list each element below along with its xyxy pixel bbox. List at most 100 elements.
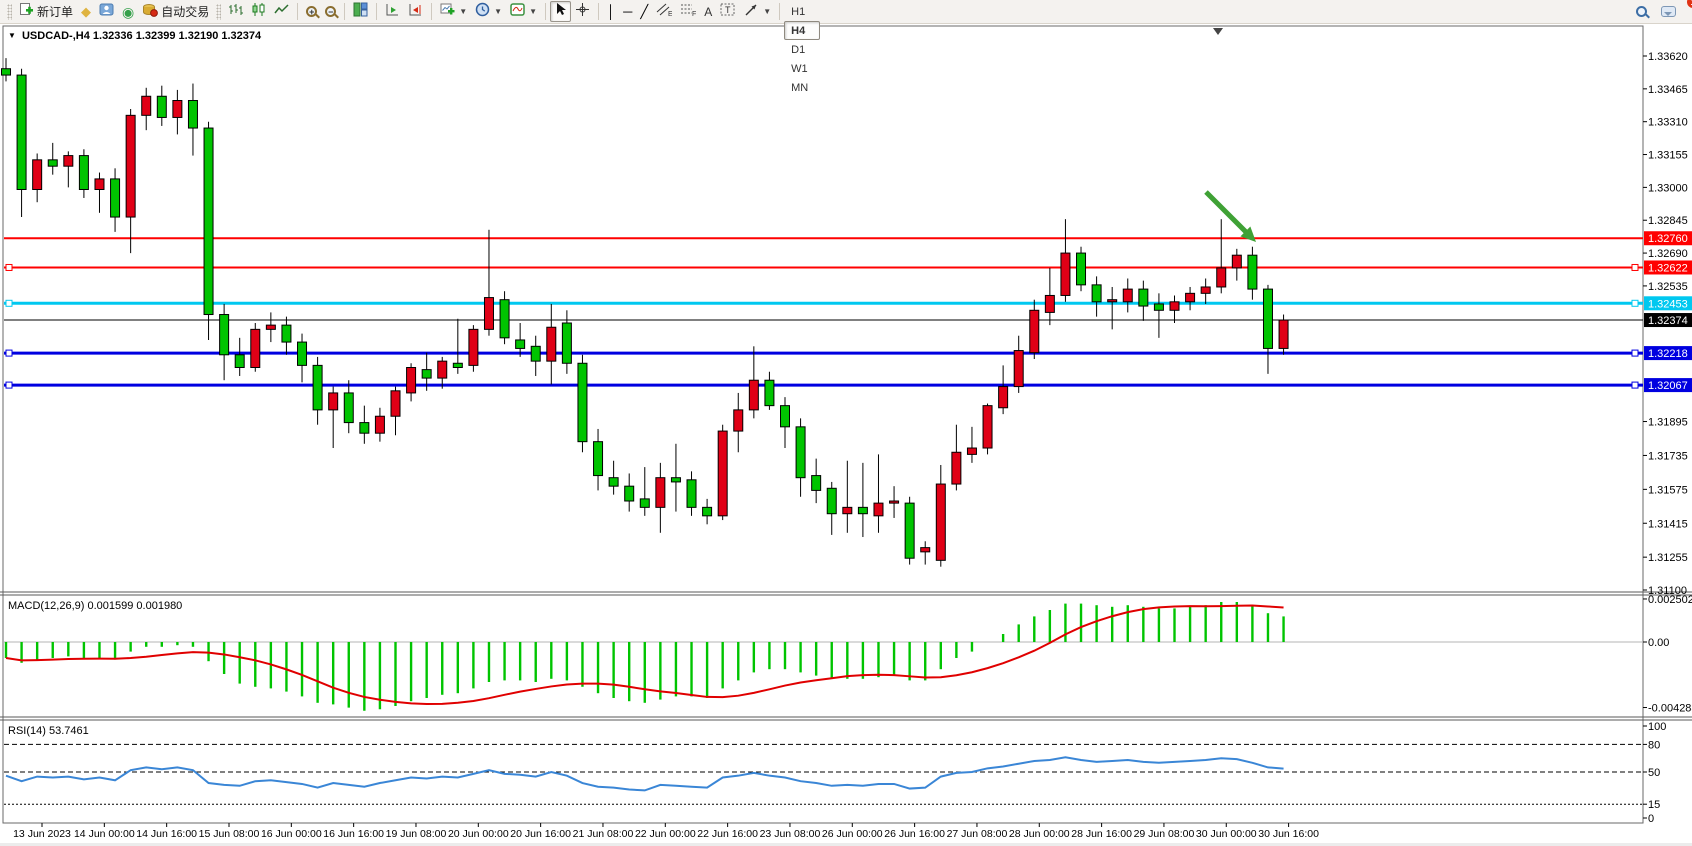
svg-text:16 Jun 00:00: 16 Jun 00:00 [261,828,322,840]
chart-canvas[interactable]: 1.33620 1.33465 1.33310 1.33155 1.33000 1.328… [0,24,1692,846]
svg-text:1.33310: 1.33310 [1648,117,1688,129]
svg-text:1.32218: 1.32218 [1648,348,1688,360]
bar-chart-mode-button[interactable] [224,1,247,22]
svg-text:0.00: 0.00 [1648,637,1669,649]
vertical-line-icon: │ [607,4,616,19]
svg-text:26 Jun 00:00: 26 Jun 00:00 [822,828,883,840]
zoom-in-button[interactable]: + [302,1,321,22]
time-axis[interactable]: 13 Jun 2023 14 Jun 00:00 14 Jun 16:00 15 Ju… [13,823,1319,840]
candlestick-icon [251,2,266,22]
chart-symbol-period: USDCAD-,H4 [21,30,90,42]
arrow-annotation[interactable] [1204,190,1256,242]
vertical-line-tool-button[interactable]: │ [603,1,619,22]
svg-text:100: 100 [1648,721,1666,733]
svg-text:15 Jun 08:00: 15 Jun 08:00 [199,828,260,840]
hline-1.32067[interactable]: 1.32067 [4,378,1692,393]
indicators-icon [510,2,525,22]
timeframe-D1[interactable]: D1 [791,43,806,56]
profiles-button[interactable]: ▼ [471,1,506,22]
hline-1.32622[interactable]: 1.32622 [4,260,1692,275]
svg-text:1.31255: 1.31255 [1648,552,1688,564]
new-chart-button[interactable]: ▼ [436,1,471,22]
notification-badge: 1 [1687,0,1692,8]
horizontal-line-icon: ─ [623,4,633,19]
text-label-tool-button[interactable]: T [716,1,740,22]
line-chart-icon [274,2,289,22]
signal-button[interactable]: ◉ [118,1,138,22]
macd-values: 0.001599 0.001980 [87,600,183,612]
channel-tool-button[interactable]: E [652,1,676,22]
timeframe-W1[interactable]: W1 [791,62,808,75]
autotrading-button[interactable]: 自动交易 [138,1,213,22]
svg-text:21 Jun 08:00: 21 Jun 08:00 [573,828,634,840]
new-order-icon [19,2,34,22]
svg-text:22 Jun 16:00: 22 Jun 16:00 [697,828,758,840]
price-axis[interactable]: 1.33620 1.33465 1.33310 1.33155 1.33000 1.328… [1643,51,1688,597]
hline-1.32760[interactable]: 1.32760 [4,231,1692,246]
chart-shift-button[interactable] [404,1,427,22]
toolbar-separator [779,3,781,20]
arrows-tool-button[interactable]: ▼ [740,1,775,22]
svg-text:14 Jun 16:00: 14 Jun 16:00 [136,828,197,840]
hline-1.32218[interactable]: 1.32218 [4,346,1692,361]
cursor-tool-button[interactable] [550,1,572,22]
hline-1.32453[interactable]: 1.32453 [4,296,1692,311]
chat-icon [1661,6,1676,17]
svg-text:26 Jun 16:00: 26 Jun 16:00 [884,828,945,840]
community-button[interactable] [95,1,118,22]
toolbar-grip[interactable] [216,3,222,20]
text-tool-button[interactable]: A [700,1,716,22]
fibonacci-icon: F [680,2,696,22]
candlestick-mode-button[interactable] [247,1,270,22]
hline-1.32374[interactable]: 1.32374 [4,313,1692,328]
svg-text:F: F [692,11,696,17]
chart-title: ▼ USDCAD-,H4 1.32336 1.32399 1.32190 1.3… [8,30,261,42]
zoom-out-button[interactable]: − [321,1,340,22]
search-icon [1636,6,1647,17]
fibonacci-tool-button[interactable]: F [676,1,700,22]
rsi-panel[interactable]: 100 80 50 15 0 [4,721,1666,825]
crosshair-tool-button[interactable] [571,1,594,22]
svg-text:14 Jun 00:00: 14 Jun 00:00 [74,828,135,840]
auto-scroll-button[interactable] [381,1,404,22]
svg-text:-0.004283: -0.004283 [1648,703,1692,715]
profiles-clock-icon [475,2,490,22]
toolbar-right-group: 1 [1632,0,1692,22]
search-button[interactable] [1632,1,1651,22]
new-order-button[interactable]: 新订单 [15,1,77,22]
trendline-tool-button[interactable]: ╱ [636,1,652,22]
indicators-button[interactable]: ▼ [506,1,541,22]
equidistant-channel-icon: E [656,2,673,22]
dropdown-caret-icon: ▼ [763,7,772,16]
toolbar-separator [376,3,378,20]
chart-open-value: 1.32336 [92,30,133,42]
notifications-button[interactable]: 1 [1657,0,1692,22]
text-label-icon: T [720,2,736,22]
new-chart-icon [440,2,455,22]
svg-text:20 Jun 00:00: 20 Jun 00:00 [448,828,509,840]
macd-panel[interactable]: 0.002502 0.00 -0.004283 [4,594,1692,715]
svg-text:19 Jun 08:00: 19 Jun 08:00 [386,828,447,840]
svg-text:1.33000: 1.33000 [1648,182,1688,194]
horizontal-line-tool-button[interactable]: ─ [619,1,636,22]
svg-text:80: 80 [1648,739,1660,751]
chart-window: 1.33620 1.33465 1.33310 1.33155 1.33000 1.328… [0,24,1692,843]
svg-text:1.33620: 1.33620 [1648,51,1688,63]
svg-text:1.31895: 1.31895 [1648,417,1688,429]
timeframe-H1[interactable]: H1 [791,5,806,18]
svg-text:28 Jun 16:00: 28 Jun 16:00 [1071,828,1132,840]
arrows-icon [744,2,759,22]
collapse-triangle-icon[interactable]: ▼ [8,31,16,40]
tile-windows-button[interactable] [349,1,372,22]
timeframe-H4[interactable]: H4 [784,21,820,40]
toolbar-grip[interactable] [7,3,12,20]
autotrading-label: 自动交易 [161,5,210,19]
line-chart-mode-button[interactable] [270,1,293,22]
cursor-icon [554,2,567,21]
chart-shift-marker[interactable] [1213,28,1223,35]
timeframe-MN[interactable]: MN [791,81,809,94]
mql-market-button[interactable]: ◆ [77,1,95,22]
svg-text:1.32622: 1.32622 [1648,262,1688,274]
svg-text:1.32760: 1.32760 [1648,233,1688,245]
svg-text:1.32535: 1.32535 [1648,281,1688,293]
